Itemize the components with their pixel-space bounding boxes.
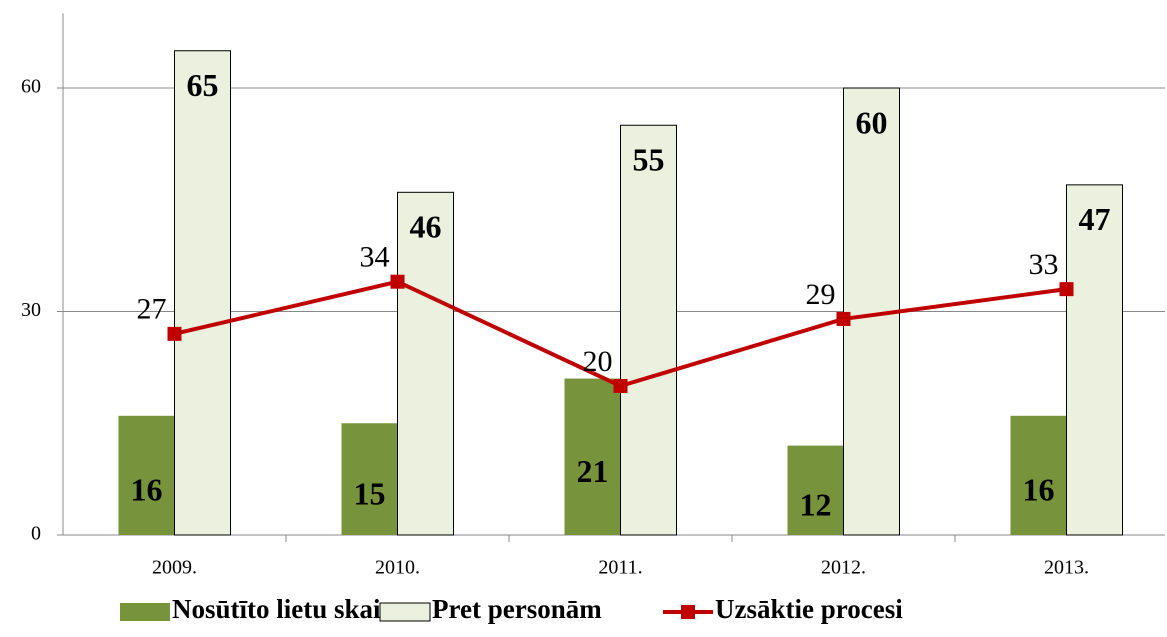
x-tick-label: 2012.	[821, 557, 866, 579]
bar	[1010, 415, 1067, 535]
marker	[1059, 282, 1074, 297]
bar	[787, 445, 844, 535]
bar	[174, 50, 231, 536]
bar	[1066, 184, 1123, 536]
data-label: 46	[410, 209, 442, 245]
x-tick-label: 2011.	[598, 557, 642, 579]
bar	[564, 378, 621, 535]
bar	[620, 124, 677, 536]
bar	[341, 423, 398, 535]
data-label: 21	[577, 453, 609, 489]
legend-swatch	[681, 605, 695, 619]
data-label: 20	[583, 345, 613, 378]
data-label: 47	[1079, 201, 1111, 237]
y-tick-label: 60	[21, 76, 41, 98]
data-label: 33	[1029, 248, 1059, 281]
data-label: 34	[360, 241, 390, 274]
x-tick-label: 2009.	[152, 557, 197, 579]
data-label: 60	[856, 104, 888, 140]
bar	[118, 415, 175, 535]
legend-label: Nosūtīto lietu skaits	[172, 594, 400, 624]
x-tick-label: 2013.	[1044, 557, 1089, 579]
legend-swatch	[120, 603, 170, 621]
marker	[167, 326, 182, 341]
data-label: 16	[1023, 472, 1055, 508]
marker	[390, 274, 405, 289]
y-tick-label: 0	[31, 523, 41, 545]
data-label: 55	[633, 142, 665, 178]
marker	[836, 311, 851, 326]
x-tick-label: 2010.	[375, 557, 420, 579]
data-label: 29	[806, 278, 836, 311]
bar	[397, 191, 454, 536]
y-tick-label: 30	[21, 299, 41, 321]
legend-swatch	[379, 602, 431, 622]
marker	[613, 379, 628, 393]
data-label: 12	[800, 487, 832, 523]
data-label: 15	[354, 475, 386, 511]
legend-label: Uzsāktie procesi	[715, 594, 903, 624]
data-label: 65	[187, 67, 219, 103]
legend-label: Pret personām	[432, 594, 602, 624]
data-label: 27	[137, 293, 167, 326]
data-label: 16	[131, 472, 163, 508]
